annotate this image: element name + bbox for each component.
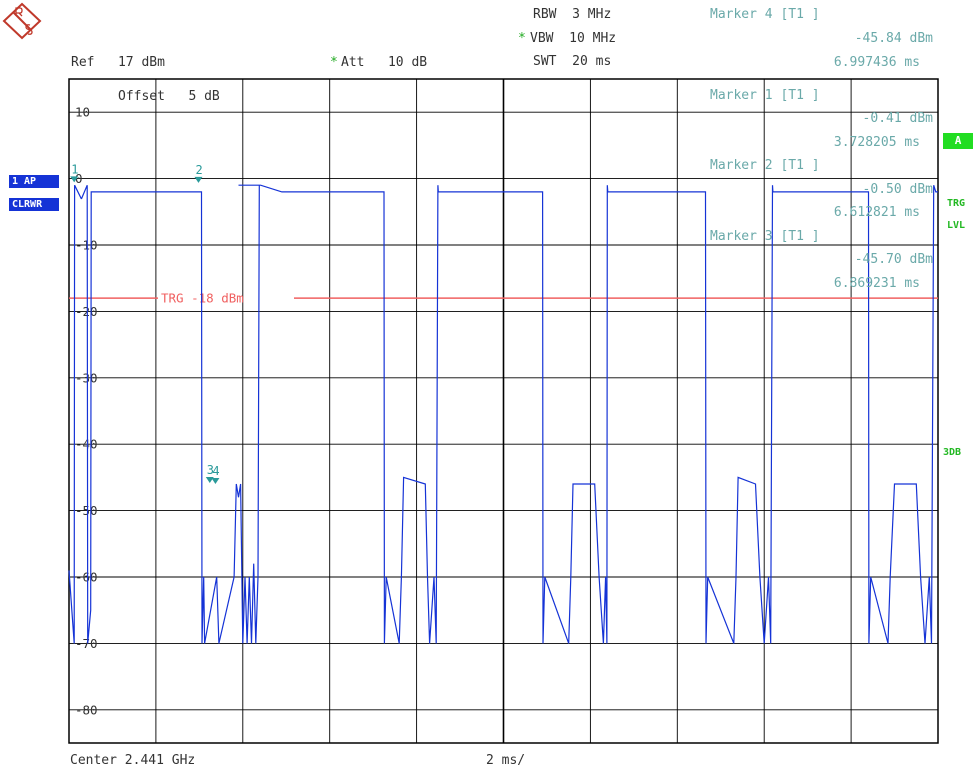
- marker-label: 1: [71, 162, 78, 176]
- marker-triangle: [194, 176, 203, 183]
- offset-setting: Offset 5 dB: [118, 89, 220, 104]
- marker-3-time: 6.869231 ms: [833, 276, 920, 291]
- screen-a-badge: A: [943, 133, 973, 149]
- attenuation-setting: Att 10 dB: [341, 55, 428, 70]
- marker-4-time: 6.997436 ms: [833, 55, 920, 70]
- y-tick-label: -60: [75, 570, 98, 585]
- marker-triangle: [211, 477, 220, 484]
- 3db-indicator: 3DB: [943, 447, 962, 458]
- lvl-indicator: LVL: [947, 220, 966, 231]
- trace-detector-label: 1 AP: [9, 175, 59, 188]
- y-tick-label: 0: [75, 171, 83, 186]
- y-tick-label: 10: [75, 105, 90, 120]
- vbw-setting: VBW 10 MHz: [530, 31, 617, 46]
- marker-1-level: -0.41 dBm: [862, 111, 933, 126]
- y-tick-label-layer: 10 0 -10 -20 -30 -40 -50 -60 -70 -80: [75, 105, 98, 718]
- rbw-setting: RBW 3 MHz: [533, 7, 612, 22]
- rs-logo: [2, 2, 42, 40]
- marker-4-title: Marker 4 [T1 ]: [710, 7, 820, 22]
- marker-triangle: [205, 477, 214, 484]
- swt-setting: SWT 20 ms: [533, 54, 612, 69]
- marker-label: 4: [212, 464, 219, 478]
- marker-1-time: 3.728205 ms: [833, 135, 920, 150]
- marker-label: 2: [195, 163, 202, 177]
- marker-2-time: 6.612821 ms: [833, 205, 920, 220]
- marker-3-level: -45.70 dBm: [854, 252, 933, 267]
- marker-3-title: Marker 3 [T1 ]: [710, 229, 820, 244]
- y-tick-label: -10: [75, 238, 98, 253]
- marker-4-level: -45.84 dBm: [854, 31, 933, 46]
- trace-mode-label: CLRWR: [9, 198, 59, 211]
- marker-triangle: [70, 176, 79, 183]
- marker-1-title: Marker 1 [T1 ]: [710, 88, 820, 103]
- y-tick-label: -30: [75, 370, 98, 385]
- trigger-label: TRG -18 dBm: [161, 291, 244, 306]
- trigger-layer: TRG -18 dBm: [69, 291, 938, 306]
- center-frequency: Center 2.441 GHz: [70, 753, 196, 768]
- marker-2-title: Marker 2 [T1 ]: [710, 158, 820, 173]
- ref-level: Ref 17 dBm: [71, 55, 165, 70]
- trace-layer: [68, 184, 938, 644]
- time-per-division: 2 ms/: [486, 753, 526, 768]
- vbw-modified-indicator: *: [518, 31, 526, 46]
- marker-layer: 1 2 34: [70, 162, 220, 484]
- att-modified-indicator: *: [330, 55, 338, 70]
- y-tick-label: -20: [75, 304, 98, 319]
- marker-label: 3: [207, 463, 214, 477]
- y-tick-label: -70: [75, 636, 98, 651]
- marker-2-level: -0.50 dBm: [862, 182, 933, 197]
- y-tick-label: -80: [75, 702, 98, 717]
- trace-line: [68, 184, 938, 644]
- y-tick-label: -40: [75, 437, 98, 452]
- trg-indicator: TRG: [947, 198, 966, 209]
- y-tick-label: -50: [75, 503, 98, 518]
